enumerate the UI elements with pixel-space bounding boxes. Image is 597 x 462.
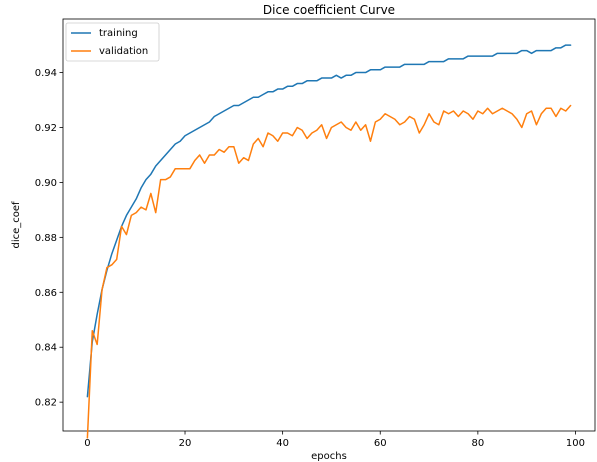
legend-label-training: training	[99, 28, 138, 39]
chart-title: Dice coefficient Curve	[263, 3, 395, 17]
legend: training validation	[65, 22, 160, 62]
x-tick-label: 80	[471, 438, 484, 449]
y-tick-label: 0.82	[35, 398, 57, 409]
x-tick-label: 60	[374, 438, 387, 449]
x-tick-label: 100	[566, 438, 585, 449]
y-axis: 0.82 0.84 0.86 0.88 0.90 0.92 0.94	[35, 68, 63, 409]
legend-label-validation: validation	[99, 46, 148, 57]
y-tick-label: 0.84	[35, 343, 57, 354]
series-layer	[86, 44, 572, 439]
y-tick-label: 0.86	[35, 288, 57, 299]
plot-area	[62, 18, 596, 432]
y-tick-label: 0.92	[35, 123, 57, 134]
y-tick-label: 0.94	[35, 68, 57, 79]
series-line-validation	[86, 104, 572, 439]
y-tick-label: 0.90	[35, 178, 57, 189]
x-tick-label: 0	[84, 438, 90, 449]
x-tick-label: 40	[276, 438, 289, 449]
x-axis-label: epochs	[311, 451, 347, 462]
x-tick-label: 20	[179, 438, 192, 449]
y-tick-label: 0.88	[35, 233, 57, 244]
x-axis: 0 20 40 60 80 100	[84, 431, 585, 449]
y-axis-label: dice_coef	[11, 201, 22, 249]
plot-frame	[62, 18, 596, 432]
series-line-training	[86, 44, 572, 398]
